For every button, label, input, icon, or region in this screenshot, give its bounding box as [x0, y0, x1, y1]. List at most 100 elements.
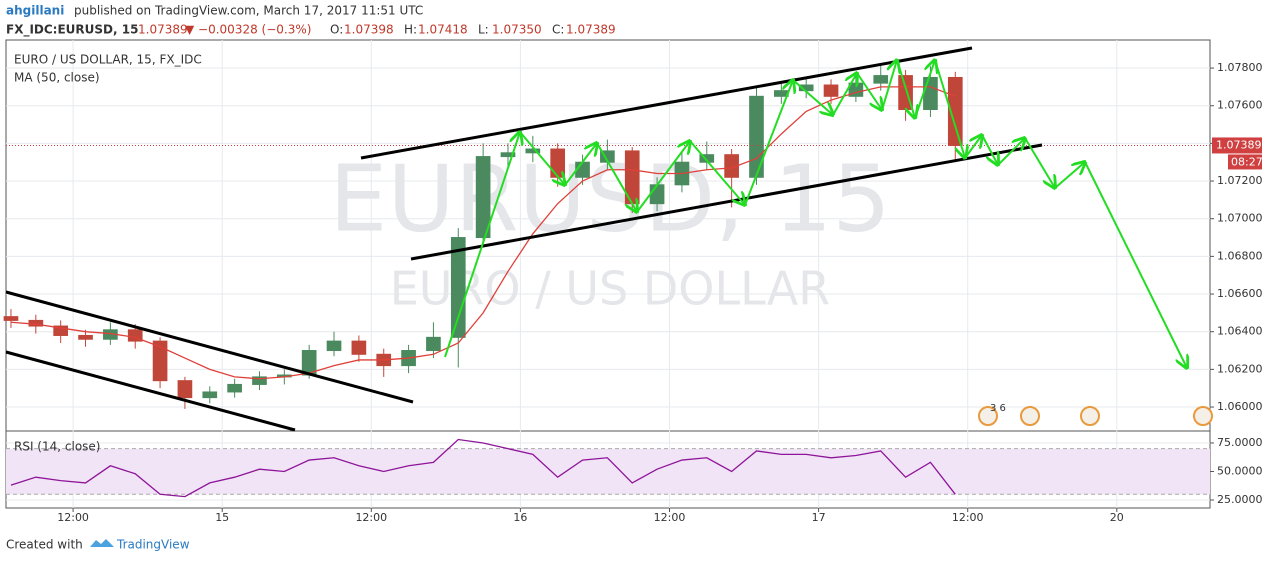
- y-tick-label: 25.0000: [1217, 493, 1263, 506]
- ohlc-label: L:: [478, 23, 489, 37]
- candle-body: [649, 184, 665, 205]
- arrow: [997, 138, 1025, 166]
- arrow: [981, 134, 998, 165]
- candle-body: [152, 340, 168, 382]
- countdown-tag: [1228, 154, 1262, 170]
- x-tick-label: 15: [215, 511, 229, 524]
- ohlc-value: 1.07389: [566, 23, 616, 37]
- legend-entry: MA (50, close): [14, 71, 100, 85]
- y-tick-label: 1.07200: [1217, 174, 1263, 187]
- price: 1.07389: [138, 23, 188, 37]
- arrow: [444, 132, 520, 358]
- y-tick-label: 1.06000: [1217, 400, 1263, 413]
- arrow: [689, 140, 745, 205]
- author[interactable]: ahgillani: [6, 4, 64, 18]
- ohlc-value: 1.07398: [344, 23, 394, 37]
- y-tick-label: 1.06600: [1217, 287, 1263, 300]
- event-icon[interactable]: [1020, 406, 1040, 426]
- arrow: [1054, 162, 1085, 189]
- y-tick-label: 75.0000: [1217, 436, 1263, 449]
- footer-brand[interactable]: TradingView: [116, 538, 190, 552]
- candle-body: [923, 76, 938, 110]
- arrow: [792, 79, 833, 115]
- rsi-band: [6, 448, 1210, 495]
- event-icon[interactable]: [978, 406, 998, 426]
- arrow: [832, 73, 857, 116]
- event-icons: [978, 406, 1213, 426]
- arrow: [856, 72, 882, 110]
- candle-body: [351, 340, 367, 355]
- x-tick-label: 16: [513, 511, 527, 524]
- candle-body: [252, 376, 267, 385]
- candle-body: [550, 148, 566, 178]
- published: published on TradingView.com, March 17, …: [74, 4, 423, 18]
- arrow: [636, 141, 690, 213]
- candle-body: [53, 325, 69, 336]
- candle-body: [78, 334, 93, 340]
- arrow: [896, 59, 915, 118]
- arrow: [914, 60, 935, 119]
- ohlc-label: H:: [404, 23, 417, 37]
- candle-body: [823, 84, 839, 97]
- candle-body: [525, 148, 541, 154]
- y-tick-label: 1.07800: [1217, 61, 1263, 74]
- candle-body: [202, 391, 218, 399]
- trend-line: [360, 46, 973, 160]
- y-tick-label: 1.07600: [1217, 99, 1263, 112]
- arrow: [881, 60, 897, 111]
- x-tick-label: 12:00: [654, 511, 686, 524]
- symbol: FX_IDC:EURUSD, 15: [6, 23, 138, 38]
- ohlc-label: C:: [552, 23, 564, 37]
- x-tick-label: 12:00: [57, 511, 89, 524]
- header: ahgillani published on TradingView.com, …: [6, 4, 616, 38]
- footer-created: Created with: [6, 538, 83, 552]
- line-series: [10, 438, 956, 498]
- legend-entry: RSI (14, close): [14, 440, 100, 454]
- ohlc-label: O:: [330, 23, 343, 37]
- arrow-path: [444, 59, 1187, 368]
- candle-body: [475, 156, 491, 239]
- countdown: 08:27: [1231, 155, 1263, 168]
- x-tick-label: 17: [812, 511, 826, 524]
- last-price-label: 1.07389: [1216, 138, 1262, 151]
- plot-frame: [5, 39, 1211, 509]
- candle-body: [450, 237, 466, 338]
- arrow: [596, 142, 637, 212]
- arrow: [1024, 137, 1055, 188]
- candle-body: [3, 316, 19, 321]
- candle-body: [699, 154, 715, 163]
- line-series: [10, 86, 956, 380]
- x-tick-label: 20: [1110, 511, 1124, 524]
- pane-title: EURO / US DOLLAR, 15, FX_IDC: [14, 53, 202, 67]
- candle-body: [724, 154, 739, 178]
- drawings: [5, 46, 1043, 432]
- trend-line: [410, 143, 1043, 261]
- event-count: 3 6: [990, 403, 1006, 414]
- last-price-tag: [1212, 137, 1262, 154]
- candle-body: [873, 75, 889, 84]
- candle-body: [426, 336, 441, 352]
- y-tick-label: 1.06800: [1217, 249, 1263, 262]
- y-tick-label: 1.06400: [1217, 325, 1263, 338]
- arrow: [934, 59, 965, 158]
- event-icon[interactable]: [1193, 406, 1213, 426]
- candle-body: [227, 383, 242, 393]
- event-icon[interactable]: [1080, 406, 1100, 426]
- candle-body: [177, 380, 193, 399]
- brand-logo: [90, 539, 114, 547]
- ohlc-value: 1.07350: [492, 23, 542, 37]
- watermark: EURUSD, 15: [329, 145, 891, 252]
- y-tick-label: 1.06200: [1217, 362, 1263, 375]
- trend-line: [5, 350, 296, 432]
- trend-line: [5, 290, 414, 404]
- arrow: [564, 143, 597, 186]
- arrow: [1084, 161, 1187, 368]
- arrow: [744, 80, 793, 206]
- x-tick-label: 12:00: [355, 511, 387, 524]
- candle-body: [500, 152, 516, 158]
- ohlc-value: 1.07418: [418, 23, 468, 37]
- y-tick-label: 1.07000: [1217, 212, 1263, 225]
- change: ▼ −0.00328 (−0.3%): [185, 23, 311, 37]
- candle-body: [127, 329, 143, 342]
